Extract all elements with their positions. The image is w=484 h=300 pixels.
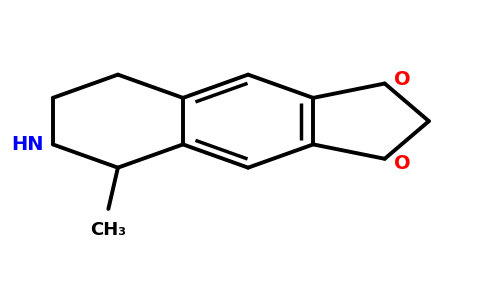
Text: HN: HN (11, 135, 43, 154)
Text: O: O (394, 70, 411, 88)
Text: O: O (394, 154, 411, 173)
Text: CH₃: CH₃ (91, 221, 126, 239)
